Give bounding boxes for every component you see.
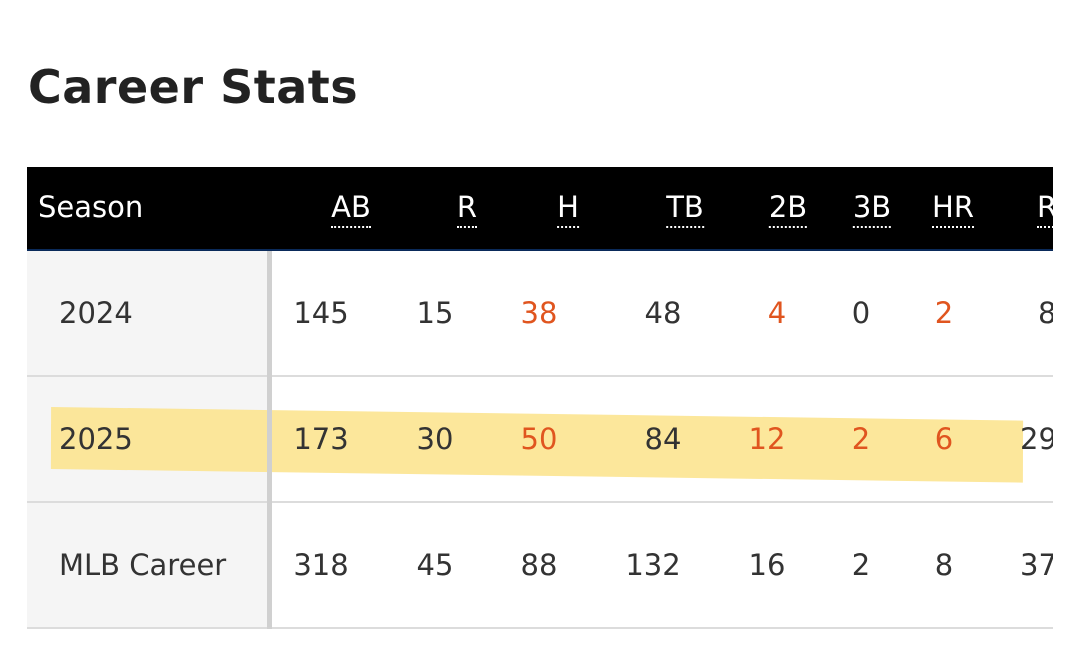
3b-value: 2 [851, 422, 871, 456]
r-value: 45 [416, 548, 454, 582]
2b-value: 12 [748, 422, 786, 456]
h-value: 88 [520, 548, 558, 582]
career-stats-table[interactable]: Season AB R H TB 2B 3B HR R 2024 145 15 … [27, 167, 1053, 646]
header-hr[interactable]: HR [932, 189, 974, 229]
hr-value: 8 [934, 548, 954, 582]
table-row: 2025 173 30 50 84 12 2 6 29 [27, 377, 1053, 503]
season-label: 2024 [59, 296, 133, 330]
r-value: 30 [416, 422, 454, 456]
rbi-value: 29 [1020, 422, 1053, 456]
tb-value: 132 [625, 548, 681, 582]
tb-value: 48 [644, 296, 682, 330]
page-title: Career Stats [28, 60, 359, 114]
ab-value: 173 [293, 422, 349, 456]
table-row: MLB Career 318 45 88 132 16 2 8 37 [27, 503, 1053, 629]
hr-value: 6 [934, 422, 954, 456]
season-label: 2025 [59, 422, 133, 456]
header-h[interactable]: H [557, 189, 579, 229]
2b-value: 4 [767, 296, 787, 330]
tb-value: 84 [644, 422, 682, 456]
rbi-value: 8 [1038, 296, 1053, 330]
ab-value: 318 [293, 548, 349, 582]
r-value: 15 [416, 296, 454, 330]
h-value: 38 [520, 296, 558, 330]
rbi-value: 37 [1020, 548, 1053, 582]
header-ab[interactable]: AB [331, 189, 371, 229]
header-season[interactable]: Season [38, 190, 144, 224]
2b-value: 16 [748, 548, 786, 582]
3b-value: 0 [851, 296, 871, 330]
header-3b[interactable]: 3B [852, 189, 892, 229]
table-row: 2024 145 15 38 48 4 0 2 8 [27, 251, 1053, 377]
season-label: MLB Career [59, 548, 227, 582]
h-value: 50 [520, 422, 558, 456]
hr-value: 2 [934, 296, 954, 330]
table-header: Season AB R H TB 2B 3B HR R [27, 167, 1053, 251]
header-tb[interactable]: TB [666, 189, 704, 229]
header-r[interactable]: R [456, 189, 478, 229]
header-underline [27, 249, 1053, 251]
header-rbi[interactable]: R [1037, 189, 1053, 229]
header-2b[interactable]: 2B [768, 189, 808, 229]
3b-value: 2 [851, 548, 871, 582]
ab-value: 145 [293, 296, 349, 330]
season-column-divider [267, 251, 272, 629]
